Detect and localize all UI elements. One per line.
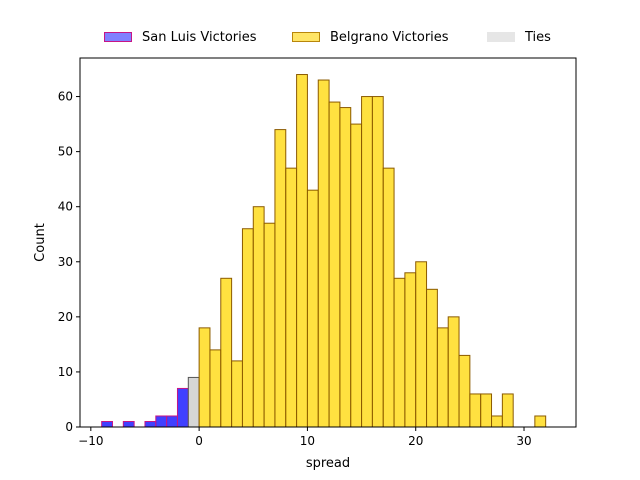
legend-label-belgrano: Belgrano Victories	[330, 29, 449, 45]
x-axis-ticks: −10 0 10 20 30	[78, 427, 532, 448]
bar-belgrano-victories-13	[339, 107, 352, 428]
bar-belgrano-victories-3	[231, 360, 243, 428]
legend-swatch-belgrano	[292, 32, 320, 42]
x-tick-label: 20	[408, 434, 423, 448]
bar-belgrano-victories-1	[209, 349, 222, 428]
bar-san-luis-victories-4	[166, 415, 178, 428]
bar-belgrano-victories-15	[361, 96, 373, 428]
plot-frame	[79, 57, 577, 428]
bar-belgrano-victories-20	[415, 261, 428, 428]
y-tick-label: 0	[65, 420, 73, 434]
bar-belgrano-victories-26	[480, 393, 493, 428]
bar-belgrano-victories-25	[469, 393, 482, 428]
legend-label-ties: Ties	[525, 29, 551, 45]
legend-swatch-san-luis	[104, 32, 132, 42]
bar-belgrano-victories-12	[328, 101, 341, 428]
bar-belgrano-victories-16	[371, 96, 384, 428]
y-tick-label: 40	[58, 200, 73, 214]
y-tick-label: 30	[58, 255, 73, 269]
bar-belgrano-victories-2	[220, 277, 233, 428]
bar-belgrano-victories-21	[426, 288, 438, 428]
legend-item-san-luis: San Luis Victories	[104, 26, 257, 48]
bar-san-luis-victories-3	[155, 415, 168, 428]
y-tick-label: 20	[58, 310, 73, 324]
x-axis-label: spread	[306, 456, 350, 471]
bars-layer	[101, 74, 547, 428]
bar-ties-0	[187, 376, 200, 428]
bar-san-luis-victories-1	[122, 420, 135, 428]
bar-san-luis-victories-5	[176, 387, 189, 428]
bar-belgrano-victories-0	[198, 327, 211, 428]
bar-belgrano-victories-27	[491, 415, 503, 428]
x-tick-label: −10	[78, 434, 103, 448]
bar-belgrano-victories-19	[404, 272, 417, 428]
bar-belgrano-victories-17	[382, 167, 395, 428]
y-axis-label: Count	[33, 223, 48, 262]
bar-belgrano-victories-4	[241, 228, 254, 428]
bar-belgrano-victories-22	[436, 327, 449, 428]
bar-belgrano-victories-6	[263, 222, 276, 428]
bar-belgrano-victories-9	[296, 74, 308, 428]
x-tick-label: 10	[300, 434, 315, 448]
bar-belgrano-victories-8	[285, 167, 298, 428]
bar-belgrano-victories-7	[274, 129, 287, 428]
legend: San Luis Victories Belgrano Victories Ti…	[0, 26, 640, 48]
x-tick-label: 0	[195, 434, 203, 448]
bar-san-luis-victories-2	[144, 420, 157, 428]
y-axis-ticks: 0 10 20 30 40 50 60	[58, 90, 80, 434]
y-tick-label: 10	[58, 365, 73, 379]
bar-belgrano-victories-23	[447, 316, 460, 428]
y-tick-label: 60	[58, 90, 73, 104]
legend-item-ties: Ties	[487, 26, 551, 48]
legend-swatch-ties	[487, 32, 515, 42]
bar-belgrano-victories-10	[306, 189, 319, 428]
bar-belgrano-victories-24	[458, 354, 471, 428]
legend-item-belgrano: Belgrano Victories	[292, 26, 449, 48]
legend-label-san-luis: San Luis Victories	[142, 29, 257, 45]
bar-san-luis-victories-0	[101, 420, 113, 428]
bar-belgrano-victories-18	[393, 277, 406, 428]
bar-belgrano-victories-11	[317, 79, 330, 428]
bar-belgrano-victories-14	[350, 123, 363, 428]
bar-belgrano-victories-28	[501, 393, 514, 428]
bar-belgrano-victories-29	[534, 415, 547, 428]
y-tick-label: 50	[58, 145, 73, 159]
x-tick-label: 30	[516, 434, 531, 448]
bar-belgrano-victories-5	[252, 206, 265, 428]
